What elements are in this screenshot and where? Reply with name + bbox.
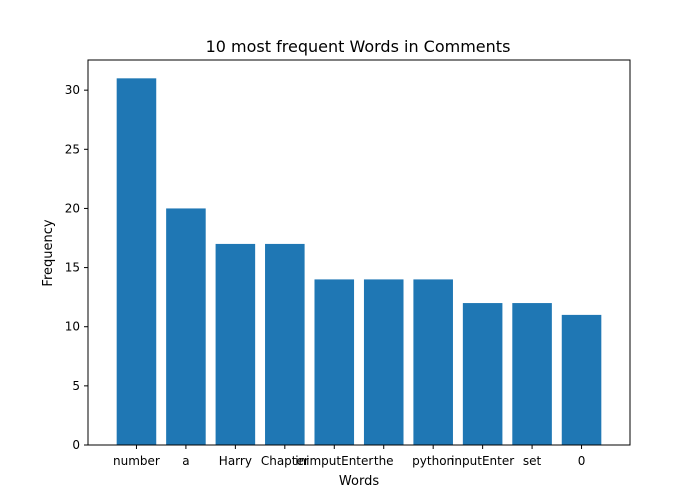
- x-tick-label-1: a: [182, 454, 189, 468]
- y-axis-ticks: 0 5 10 15 20 25 30: [65, 83, 88, 452]
- bar-2: [215, 243, 256, 445]
- y-tick-label-5: 25: [65, 142, 80, 156]
- x-tick-label-0: number: [113, 454, 160, 468]
- bar-5: [363, 279, 404, 445]
- bar-7: [462, 303, 503, 445]
- x-tick-label-9: 0: [578, 454, 586, 468]
- bar-6: [413, 279, 453, 445]
- x-tick-label-8: set: [523, 454, 542, 468]
- x-tick-label-3: Chapter: [261, 454, 309, 468]
- x-tick-label-5: the: [374, 454, 394, 468]
- y-tick-label-3: 15: [65, 261, 80, 275]
- chart-title: 10 most frequent Words in Comments: [206, 37, 511, 56]
- x-tick-label-7: inputEnter: [451, 454, 514, 468]
- bar-8: [512, 303, 552, 445]
- bar-9: [561, 314, 602, 445]
- y-axis-label: Frequency: [41, 219, 56, 286]
- y-tick-label-1: 5: [72, 379, 80, 393]
- y-tick-label-4: 20: [65, 201, 80, 215]
- x-tick-label-2: Harry: [219, 454, 252, 468]
- bar-0: [116, 78, 157, 445]
- x-tick-label-6: python: [412, 454, 454, 468]
- x-axis-label: Words: [339, 474, 379, 489]
- plot-frame: [87, 59, 631, 446]
- x-tick-label-4: inimputEnter: [295, 454, 373, 468]
- bar-1: [166, 208, 206, 445]
- y-tick-label-2: 10: [65, 320, 80, 334]
- bar-3: [265, 243, 305, 445]
- bar-4: [314, 279, 355, 445]
- y-tick-label-6: 30: [65, 83, 80, 97]
- y-tick-label-0: 0: [72, 438, 80, 452]
- bars-group: [116, 78, 602, 445]
